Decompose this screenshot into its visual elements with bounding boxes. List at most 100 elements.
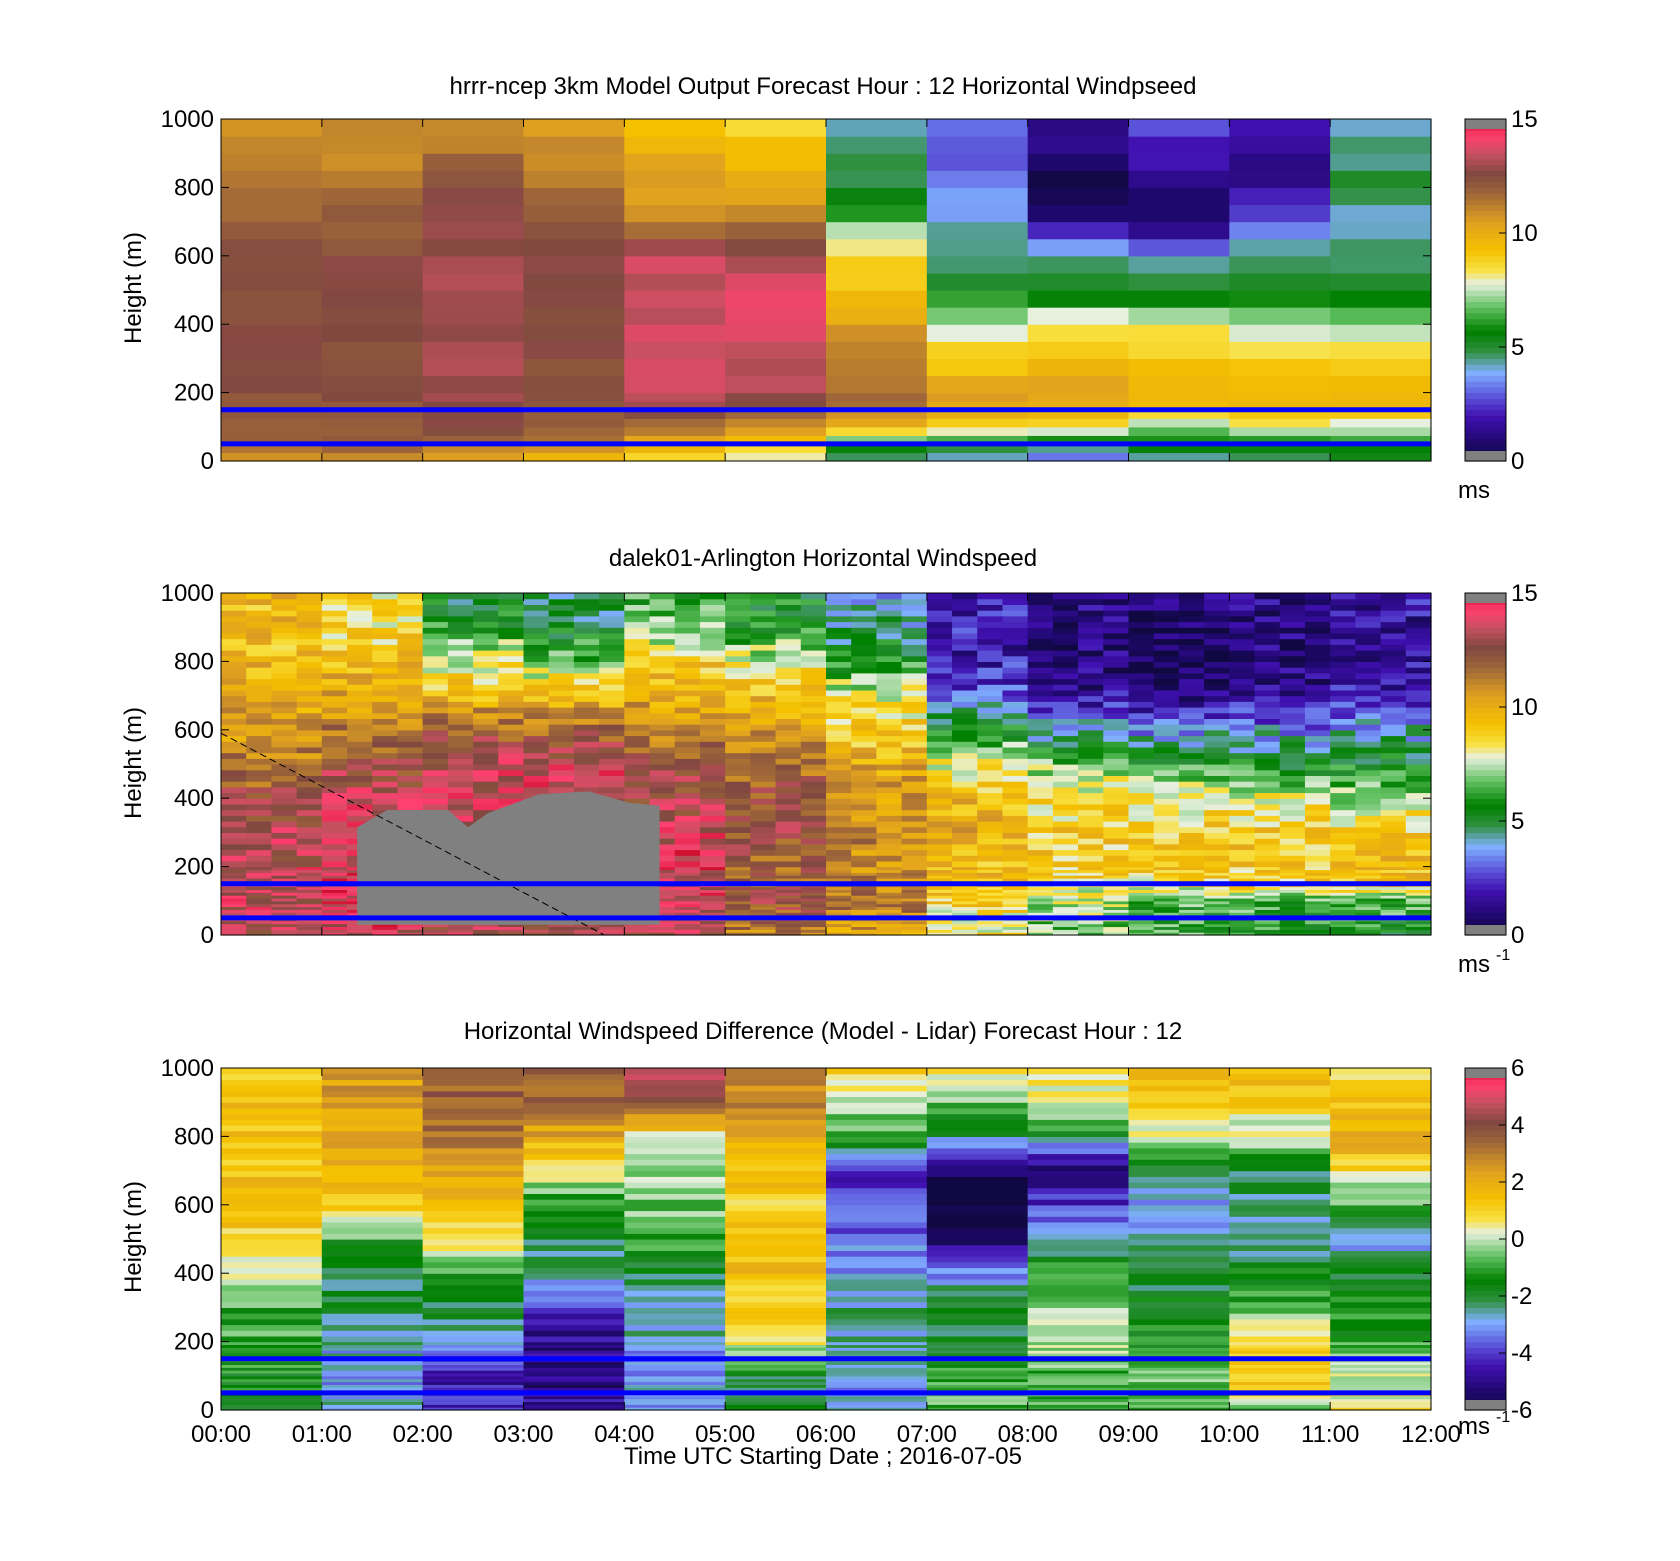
colorbar-tick-label: 0 (1511, 448, 1524, 475)
heatmap-cell (246, 650, 273, 657)
heatmap-cell (321, 1159, 424, 1166)
heatmap-cell (1153, 610, 1180, 617)
heatmap-cell (876, 838, 903, 845)
heatmap-cell (699, 769, 726, 776)
heatmap-cell (674, 661, 701, 668)
colorbar-segment (1465, 1199, 1506, 1206)
heatmap-cell (1330, 1193, 1432, 1200)
heatmap-cell (422, 598, 449, 605)
heatmap-cell (775, 832, 802, 839)
heatmap-cell (372, 644, 399, 651)
heatmap-cell (826, 621, 852, 628)
heatmap-cell (952, 860, 978, 868)
heatmap-cell (1027, 775, 1054, 782)
heatmap-cell (649, 838, 676, 845)
heatmap-cell (1178, 920, 1205, 925)
heatmap-cell (1229, 1398, 1331, 1403)
heatmap-cell (1052, 752, 1079, 759)
heatmap-cell (271, 718, 298, 725)
colorbar-segment (1465, 278, 1506, 285)
heatmap-cell (826, 615, 852, 623)
heatmap-cell (422, 741, 449, 748)
heatmap-cell (725, 1096, 827, 1103)
heatmap-cell (246, 604, 273, 611)
heatmap-cell (523, 752, 550, 759)
heatmap-cell (246, 627, 273, 634)
heatmap-cell (1254, 735, 1281, 742)
heatmap-cell (977, 920, 1004, 925)
heatmap-cell (1279, 849, 1306, 856)
heatmap-cell (1254, 610, 1281, 617)
heatmap-cell (1304, 610, 1331, 617)
heatmap-cell (1405, 764, 1432, 771)
heatmap-cell (523, 758, 550, 765)
heatmap-cell (523, 781, 550, 788)
heatmap-cell (221, 764, 247, 771)
heatmap-cell (901, 903, 928, 908)
heatmap-cell (1178, 735, 1205, 742)
heatmap-cell (523, 764, 550, 771)
heatmap-cell (221, 435, 323, 445)
heatmap-cell (926, 153, 1029, 171)
heatmap-cell (1103, 872, 1130, 876)
colorbar-segment (1465, 758, 1506, 765)
heatmap-cell (1229, 1221, 1331, 1229)
heatmap-cell (1355, 803, 1382, 811)
heatmap-cell (372, 775, 399, 782)
heatmap-cell (1027, 1261, 1130, 1269)
heatmap-cell (1304, 632, 1331, 640)
heatmap-cell (523, 1182, 625, 1189)
heatmap-cell (321, 1347, 424, 1351)
heatmap-cell (851, 661, 878, 668)
heatmap-cell (1355, 920, 1382, 925)
colorbar-segment (1465, 347, 1506, 354)
heatmap-cell (725, 886, 751, 890)
heatmap-cell (926, 632, 953, 640)
heatmap-cell (800, 929, 827, 933)
heatmap-cell (221, 136, 323, 154)
heatmap-cell (422, 272, 525, 291)
heatmap-cell (1002, 903, 1029, 908)
heatmap-cell (1355, 895, 1382, 899)
heatmap-cell (246, 897, 273, 902)
heatmap-cell (1078, 741, 1104, 748)
heatmap-cell (221, 860, 247, 868)
heatmap-cell (473, 741, 499, 748)
heatmap-cell (699, 718, 726, 725)
heatmap-cell (1103, 638, 1130, 645)
heatmap-cell (271, 644, 298, 651)
heatmap-cell (750, 695, 777, 702)
heatmap-cell (221, 838, 247, 845)
heatmap-cell (926, 1353, 1029, 1357)
x-tick-label: 06:00 (796, 1421, 856, 1448)
heatmap-cell (1330, 798, 1356, 805)
heatmap-cell (826, 860, 852, 868)
heatmap-cell (1128, 1239, 1230, 1246)
heatmap-cell (750, 889, 777, 893)
heatmap-cell (826, 869, 852, 873)
heatmap-cell (523, 170, 625, 188)
heatmap-cell (1103, 695, 1130, 702)
heatmap-cell (851, 667, 878, 674)
heatmap-cell (321, 869, 348, 873)
heatmap-cell (1052, 892, 1079, 896)
y-tick-label: 800 (174, 648, 214, 675)
heatmap-cell (1027, 1221, 1130, 1229)
heatmap-cell (1103, 741, 1130, 748)
heatmap-cell (1052, 832, 1079, 839)
heatmap-cell (1078, 593, 1104, 600)
heatmap-cell (750, 758, 777, 765)
colorbar-segment (1465, 610, 1506, 617)
heatmap-cell (952, 741, 978, 748)
heatmap-cell (699, 621, 726, 628)
heatmap-cell (775, 929, 802, 933)
heatmap-cell (1002, 895, 1029, 899)
heatmap-cell (523, 1290, 625, 1297)
heatmap-cell (1330, 644, 1356, 651)
heatmap-cell (422, 341, 525, 359)
heatmap-cell (321, 1324, 424, 1331)
heatmap-cell (1330, 650, 1356, 657)
heatmap-cell (573, 638, 600, 645)
heatmap-cell (498, 655, 525, 662)
heatmap-cell (397, 729, 424, 737)
